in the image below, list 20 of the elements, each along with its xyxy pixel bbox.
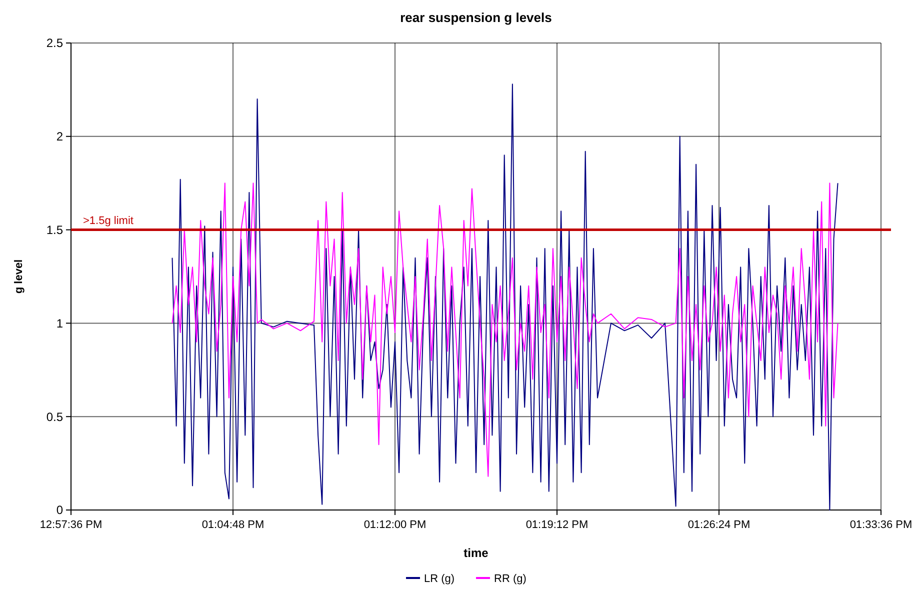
x-tick-label: 01:33:36 PM	[850, 519, 912, 531]
x-axis-title: time	[464, 546, 489, 560]
legend-label: RR (g)	[494, 572, 526, 585]
y-tick-label: 0.5	[46, 410, 64, 424]
x-tick-label: 01:04:48 PM	[202, 519, 264, 531]
y-tick-label: 2	[56, 130, 64, 144]
ref-line-label: >1.5g limit	[83, 214, 134, 227]
x-tick-label: 01:19:12 PM	[526, 519, 588, 531]
y-tick-label: 1	[56, 316, 64, 330]
y-tick-label: 0	[56, 503, 64, 518]
x-tick-label: 12:57:36 PM	[40, 519, 102, 531]
chart-title: rear suspension g levels	[400, 10, 552, 25]
y-tick-label: 1.5	[46, 223, 64, 237]
line-series	[172, 84, 838, 510]
legend-label: LR (g)	[424, 572, 455, 585]
y-tick-label: 2.5	[46, 36, 64, 50]
line-series	[172, 182, 838, 477]
x-tick-label: 01:12:00 PM	[364, 519, 426, 531]
x-tick-label: 01:26:24 PM	[688, 519, 750, 531]
y-axis-title: g level	[13, 259, 25, 294]
